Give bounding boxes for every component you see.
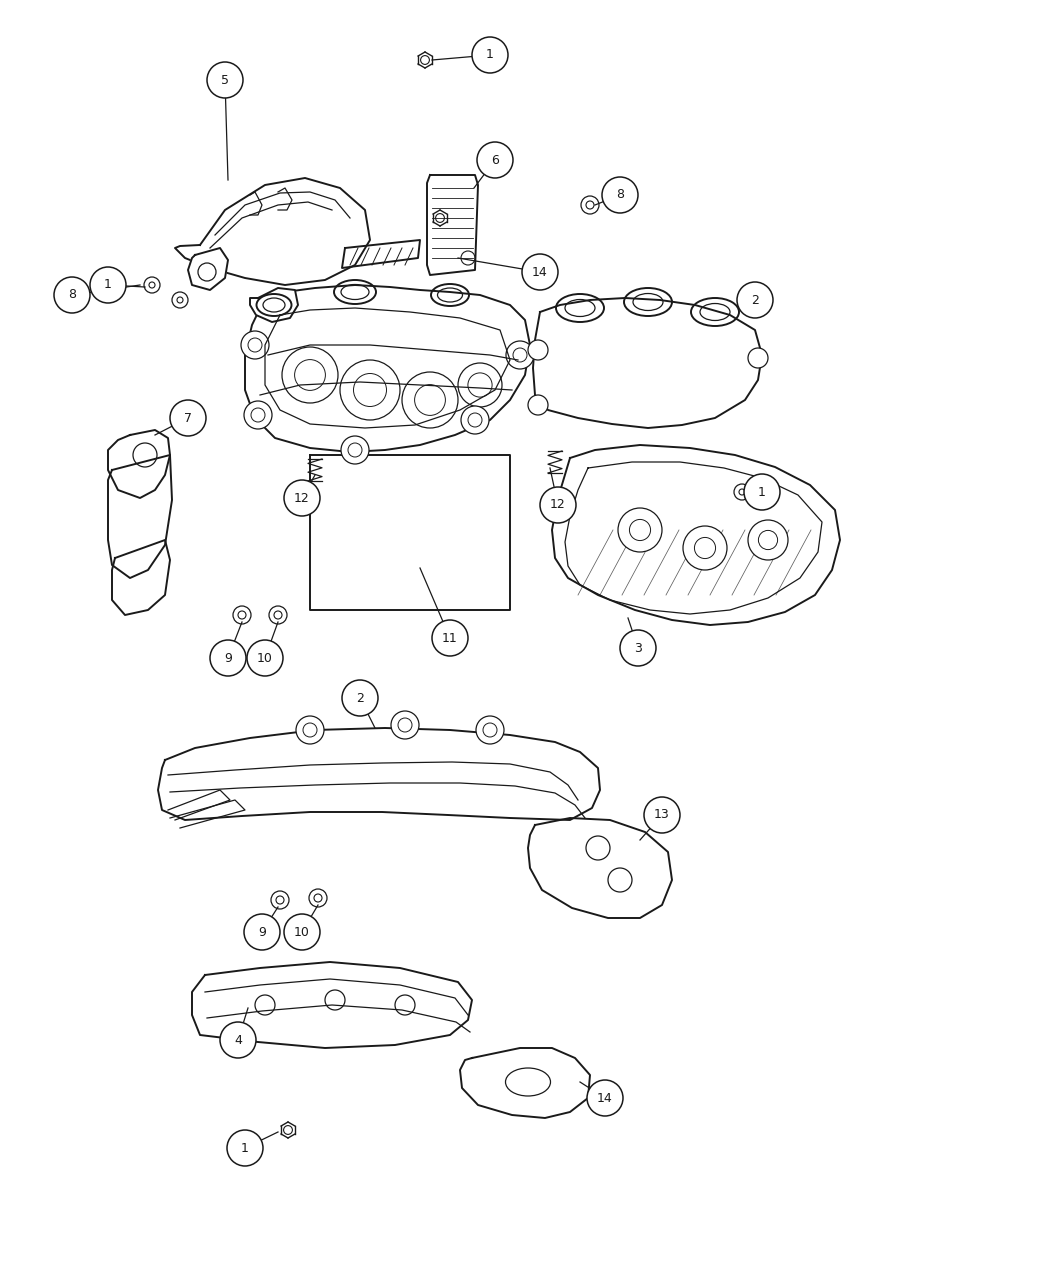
Text: 14: 14 bbox=[597, 1091, 613, 1104]
Circle shape bbox=[477, 142, 513, 179]
Circle shape bbox=[744, 474, 780, 510]
Circle shape bbox=[620, 630, 656, 666]
Text: 1: 1 bbox=[486, 48, 494, 61]
Polygon shape bbox=[528, 819, 672, 918]
Circle shape bbox=[528, 395, 548, 414]
Polygon shape bbox=[192, 963, 472, 1048]
Circle shape bbox=[242, 332, 269, 360]
Polygon shape bbox=[460, 1048, 590, 1118]
Text: 11: 11 bbox=[442, 631, 458, 644]
Circle shape bbox=[284, 914, 320, 950]
Circle shape bbox=[586, 836, 610, 861]
Polygon shape bbox=[245, 286, 530, 453]
Circle shape bbox=[269, 606, 287, 623]
Circle shape bbox=[472, 37, 508, 73]
Polygon shape bbox=[427, 175, 478, 275]
Text: 2: 2 bbox=[751, 293, 759, 306]
Text: 9: 9 bbox=[224, 652, 232, 664]
Circle shape bbox=[737, 282, 773, 317]
Circle shape bbox=[284, 479, 320, 516]
Text: 5: 5 bbox=[220, 74, 229, 87]
Text: 3: 3 bbox=[634, 641, 642, 654]
Circle shape bbox=[172, 292, 188, 309]
Circle shape bbox=[608, 868, 632, 892]
Circle shape bbox=[207, 62, 243, 98]
Polygon shape bbox=[158, 728, 600, 820]
Circle shape bbox=[682, 527, 727, 570]
Circle shape bbox=[309, 889, 327, 907]
Text: 9: 9 bbox=[258, 926, 266, 938]
Circle shape bbox=[144, 277, 160, 293]
Text: 1: 1 bbox=[242, 1141, 249, 1154]
Text: 12: 12 bbox=[294, 491, 310, 505]
Polygon shape bbox=[108, 430, 170, 499]
Circle shape bbox=[748, 348, 768, 368]
Circle shape bbox=[233, 606, 251, 623]
Circle shape bbox=[341, 436, 369, 464]
Circle shape bbox=[602, 177, 638, 213]
Text: 10: 10 bbox=[294, 926, 310, 938]
Text: 1: 1 bbox=[758, 486, 765, 499]
Polygon shape bbox=[188, 249, 228, 289]
Circle shape bbox=[522, 254, 558, 289]
Circle shape bbox=[247, 640, 284, 676]
Circle shape bbox=[244, 402, 272, 428]
Circle shape bbox=[271, 891, 289, 909]
Text: 10: 10 bbox=[257, 652, 273, 664]
Text: 2: 2 bbox=[356, 691, 364, 705]
Circle shape bbox=[244, 914, 280, 950]
Text: 13: 13 bbox=[654, 808, 670, 821]
Text: 7: 7 bbox=[184, 412, 192, 425]
Circle shape bbox=[220, 1023, 256, 1058]
Text: 12: 12 bbox=[550, 499, 566, 511]
Polygon shape bbox=[250, 288, 298, 323]
Circle shape bbox=[170, 400, 206, 436]
Text: 8: 8 bbox=[68, 288, 76, 301]
Text: 4: 4 bbox=[234, 1034, 242, 1047]
Polygon shape bbox=[533, 298, 762, 428]
Circle shape bbox=[461, 405, 489, 434]
Text: 6: 6 bbox=[491, 153, 499, 167]
Polygon shape bbox=[342, 240, 420, 268]
Polygon shape bbox=[175, 179, 370, 286]
Circle shape bbox=[506, 340, 534, 368]
Circle shape bbox=[90, 266, 126, 303]
Circle shape bbox=[644, 797, 680, 833]
Circle shape bbox=[581, 196, 598, 214]
Circle shape bbox=[540, 487, 576, 523]
Circle shape bbox=[342, 680, 378, 717]
Text: 1: 1 bbox=[104, 278, 112, 292]
Circle shape bbox=[618, 507, 662, 552]
Polygon shape bbox=[108, 455, 172, 578]
Text: 14: 14 bbox=[532, 265, 548, 278]
Circle shape bbox=[296, 717, 324, 745]
Polygon shape bbox=[552, 445, 840, 625]
Text: 8: 8 bbox=[616, 189, 624, 201]
Circle shape bbox=[227, 1130, 262, 1167]
Circle shape bbox=[587, 1080, 623, 1116]
Circle shape bbox=[391, 711, 419, 739]
Circle shape bbox=[54, 277, 90, 312]
Circle shape bbox=[734, 484, 750, 500]
Circle shape bbox=[210, 640, 246, 676]
Circle shape bbox=[476, 717, 504, 745]
Circle shape bbox=[432, 620, 468, 657]
Polygon shape bbox=[112, 541, 170, 615]
Circle shape bbox=[528, 340, 548, 360]
Circle shape bbox=[748, 520, 788, 560]
